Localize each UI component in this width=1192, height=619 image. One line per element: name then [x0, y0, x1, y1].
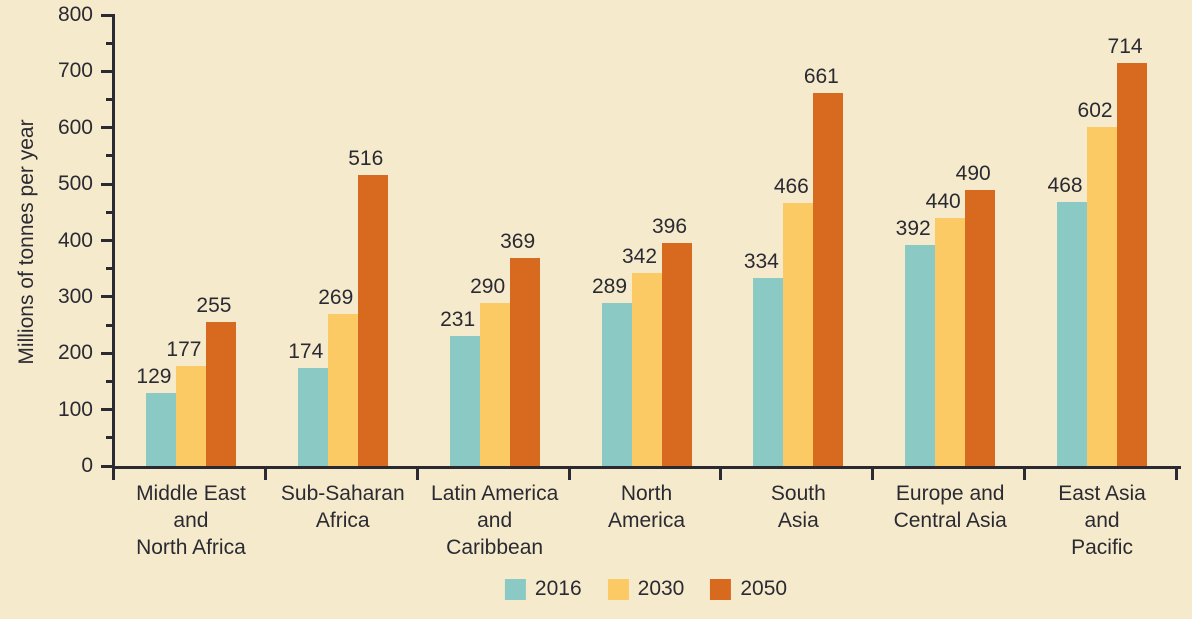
bar-2050-region-6: [1117, 63, 1148, 466]
x-axis-tick: [1175, 466, 1178, 480]
y-axis-major-tick: [101, 239, 112, 242]
bar-2030-region-5: [935, 217, 966, 466]
bar-value-label: 342: [621, 245, 658, 269]
bar-2016-region-4: [753, 277, 784, 466]
x-axis-tick: [1023, 466, 1027, 480]
bar-value-label: 174: [288, 339, 324, 363]
bar-value-label: 490: [955, 161, 991, 185]
y-axis-tick-label: 0: [81, 454, 93, 477]
bar-value-label: 468: [1047, 174, 1083, 198]
y-axis-minor-tick: [106, 41, 112, 45]
x-category-label: Europe and Central Asia: [893, 482, 1007, 532]
bar-2030-region-3: [631, 273, 662, 466]
bar-value-label: 392: [895, 217, 931, 240]
bar-value-label: 269: [318, 286, 354, 310]
y-axis-major-tick: [101, 351, 112, 355]
x-axis-tick: [567, 466, 571, 480]
y-axis-minor-tick: [106, 154, 112, 158]
bar-2030-region-2: [479, 302, 510, 466]
bar-2016-region-2: [449, 335, 480, 466]
legend-swatch-2030: [607, 578, 629, 600]
bar-2050-region-2: [509, 257, 540, 466]
x-category-label: Middle East and North Africa: [136, 482, 246, 559]
bar-2050-region-0: [205, 322, 236, 466]
legend-item-2030: 2030: [607, 577, 685, 601]
y-axis-minor-tick: [106, 323, 112, 327]
bar-value-label: 290: [470, 274, 506, 298]
legend-item-2016: 2016: [504, 577, 582, 601]
x-category-label: East Asia and Pacific: [1058, 482, 1146, 559]
legend-label-2016: 2016: [534, 577, 582, 600]
y-axis-minor-tick: [106, 210, 112, 214]
legend: 2016 2030 2050: [492, 577, 800, 601]
y-axis-tick-label: 200: [57, 341, 93, 365]
x-category-label: South Asia: [770, 482, 826, 532]
bar-2030-region-4: [783, 203, 814, 466]
y-axis-tick-label: 500: [57, 172, 93, 196]
bar-2016-region-3: [601, 303, 632, 466]
y-axis-major-tick: [101, 126, 112, 130]
bar-value-label: 440: [925, 189, 961, 213]
x-axis-tick: [719, 466, 723, 480]
bar-2016-region-1: [297, 367, 328, 466]
bar-value-label: 396: [651, 214, 688, 238]
bar-value-label: 334: [743, 249, 779, 273]
legend-swatch-2016: [504, 578, 526, 600]
legend-swatch-2050: [710, 578, 732, 600]
x-category-label: Latin America and Caribbean: [431, 482, 559, 559]
bar-2050-region-3: [661, 242, 692, 466]
x-category-label: Sub-Saharan Africa: [280, 482, 405, 532]
y-axis-line: [112, 14, 115, 469]
bar-value-label: 516: [348, 147, 384, 171]
y-axis-minor-tick: [106, 436, 112, 440]
bar-2016-region-6: [1057, 202, 1088, 466]
y-axis-minor-tick: [106, 267, 112, 271]
y-axis-tick-label: 800: [57, 3, 93, 26]
y-axis-major-tick: [101, 13, 112, 17]
x-axis-tick: [112, 466, 115, 480]
bar-2050-region-4: [813, 93, 844, 466]
bar-2030-region-6: [1087, 126, 1118, 466]
legend-label-2030: 2030: [637, 577, 685, 600]
bar-value-label: 602: [1077, 98, 1113, 122]
legend-label-2050: 2050: [740, 577, 788, 600]
y-axis-minor-tick: [106, 379, 112, 383]
y-axis-tick-label: 700: [57, 59, 93, 83]
bar-value-label: 231: [440, 307, 476, 331]
bar-2050-region-1: [357, 175, 388, 466]
y-axis-tick-label: 100: [57, 397, 93, 421]
y-axis-major-tick: [101, 182, 112, 186]
bar-value-label: 177: [166, 338, 202, 362]
y-axis-minor-tick: [106, 98, 112, 102]
bar-value-label: 289: [591, 275, 628, 299]
bar-value-label: 255: [196, 294, 232, 318]
bar-2016-region-0: [145, 393, 176, 466]
y-axis-major-tick: [101, 408, 112, 412]
bar-value-label: 466: [773, 175, 809, 199]
bar-2016-region-5: [905, 245, 936, 466]
y-axis-major-tick: [101, 295, 112, 299]
bar-value-label: 369: [500, 229, 536, 253]
legend-item-2050: 2050: [710, 577, 787, 601]
x-axis-tick: [415, 466, 419, 480]
x-axis-line: [112, 466, 1181, 469]
y-axis-major-tick: [101, 464, 112, 468]
bar-2030-region-1: [327, 314, 358, 466]
bar-value-label: 714: [1107, 35, 1143, 59]
x-category-label: North America: [607, 482, 686, 532]
bar-2050-region-5: [965, 189, 996, 466]
bar-value-label: 661: [803, 65, 839, 89]
x-axis-tick: [263, 466, 267, 480]
y-axis-tick-label: 400: [57, 228, 93, 252]
y-axis-tick-label: 600: [57, 115, 93, 139]
bar-2030-region-0: [175, 366, 206, 466]
y-axis-tick-label: 300: [57, 284, 93, 308]
y-axis-major-tick: [101, 69, 112, 73]
bar-value-label: 129: [136, 365, 172, 389]
x-axis-tick: [871, 466, 875, 480]
